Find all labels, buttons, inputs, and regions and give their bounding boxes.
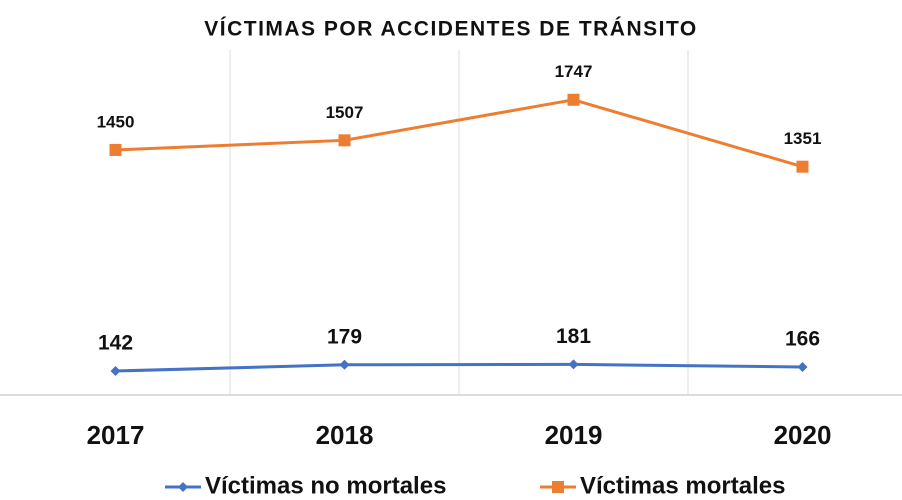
legend-label: Víctimas no mortales [205,472,446,499]
data-label: 181 [556,325,591,348]
marker [797,361,808,372]
x-tick-label: 2020 [774,420,832,450]
legend-marker [178,482,188,492]
x-tick-label: 2017 [87,420,145,450]
chart-title: VÍCTIMAS POR ACCIDENTES DE TRÁNSITO [204,18,698,41]
marker [109,143,122,156]
marker [339,359,350,370]
series-line [115,362,803,373]
series-line [115,98,803,169]
data-label: 1351 [784,129,822,148]
data-label: 1450 [97,112,135,131]
legend-marker [552,481,564,493]
data-label: 1507 [326,103,364,122]
data-label: 142 [98,332,133,355]
marker [796,160,809,173]
data-label: 1747 [555,62,593,81]
x-tick-label: 2018 [316,420,374,450]
marker [568,359,579,370]
marker [110,366,121,377]
marker [567,93,580,106]
marker [338,134,351,147]
legend-label: Víctimas mortales [580,472,785,499]
data-label: 166 [785,327,820,350]
x-tick-label: 2019 [545,420,603,450]
data-label: 179 [327,325,362,348]
